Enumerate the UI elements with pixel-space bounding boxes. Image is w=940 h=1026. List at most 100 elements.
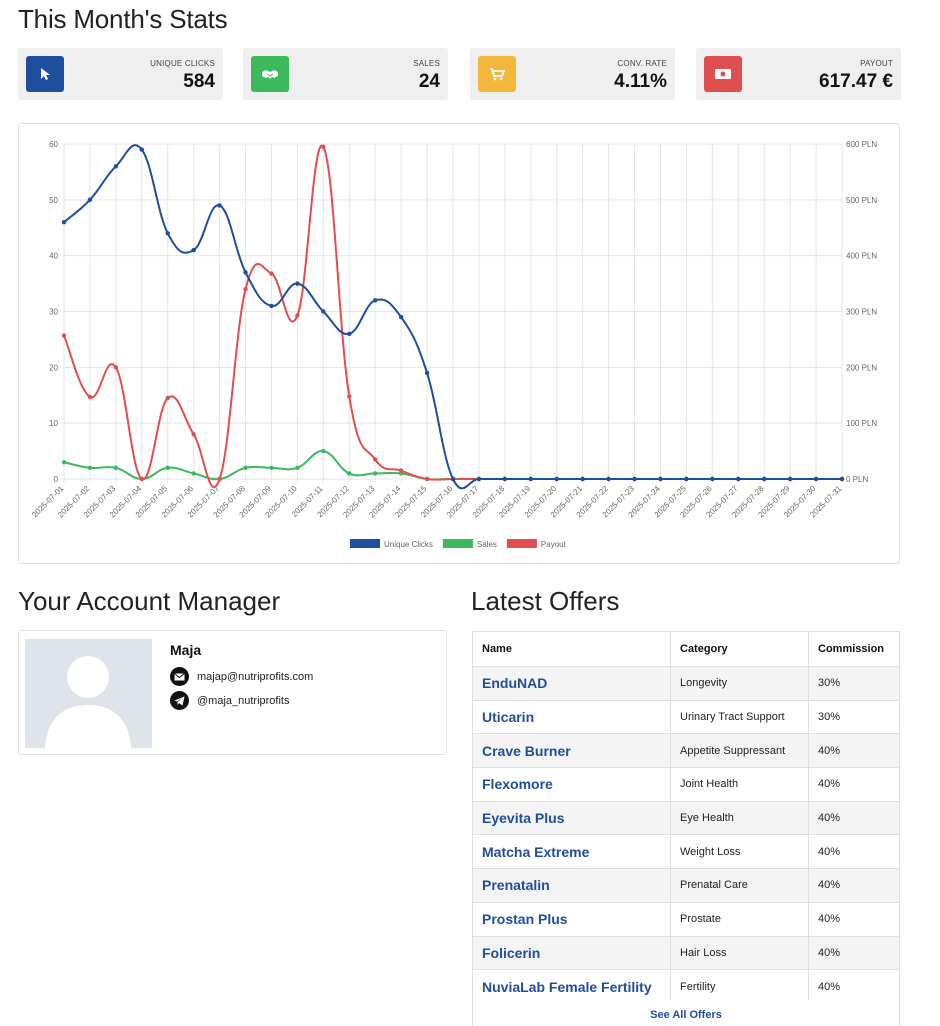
offer-name-link[interactable]: EnduNAD	[482, 675, 548, 692]
data-point-sales	[61, 460, 67, 465]
see-all-offers-link[interactable]: See All Offers	[650, 1009, 722, 1021]
table-row: Matcha Extreme Weight Loss 40%	[472, 834, 900, 870]
offer-commission: 40%	[808, 767, 900, 802]
y-right-tick-label: 0 PLN	[846, 475, 868, 484]
stat-conv-rate: CONV. RATE 4.11%	[470, 48, 675, 100]
manager-email[interactable]: majap@nutriprofits.com	[197, 670, 314, 683]
y-left-tick-label: 30	[49, 308, 58, 317]
manager-email-row[interactable]: majap@nutriprofits.com	[170, 667, 313, 686]
offer-category: Eye Health	[670, 800, 809, 836]
offer-category: Appetite Suppressant	[670, 733, 809, 769]
data-point-unique-clicks	[606, 476, 611, 482]
data-point-unique-clicks	[217, 203, 222, 208]
manager-telegram-row[interactable]: @maja_nutriprofits	[170, 691, 289, 710]
data-point-sales	[191, 471, 196, 476]
stat-payout: PAYOUT 617.47 €	[696, 48, 901, 100]
y-right-tick-label: 600 PLN	[846, 140, 877, 149]
manager-name: Maja	[170, 642, 202, 658]
offer-name-link[interactable]: Crave Burner	[482, 742, 571, 759]
data-point-payout	[87, 394, 93, 400]
data-point-payout	[269, 271, 274, 276]
offer-commission: 40%	[808, 868, 900, 903]
data-point-unique-clicks	[710, 476, 715, 482]
data-point-sales	[373, 471, 378, 476]
legend-label-sales: Sales	[477, 540, 497, 549]
data-point-unique-clicks	[398, 314, 404, 320]
y-left-tick-label: 20	[49, 363, 58, 372]
data-point-unique-clicks	[113, 164, 119, 169]
legend-label-unique-clicks: Unique Clicks	[384, 540, 433, 549]
table-row: Eyevita Plus Eye Health 40%	[472, 800, 900, 836]
data-point-unique-clicks	[87, 197, 93, 203]
offer-name-link[interactable]: Flexomore	[482, 776, 553, 793]
data-point-unique-clicks	[61, 219, 67, 225]
legend-swatch-sales	[442, 539, 473, 548]
y-right-tick-label: 300 PLN	[846, 308, 877, 317]
data-point-unique-clicks	[528, 476, 533, 482]
data-point-payout	[243, 286, 248, 292]
data-point-unique-clicks	[502, 476, 508, 482]
stat-label: CONV. RATE	[617, 59, 667, 68]
telegram-icon	[170, 691, 189, 710]
data-point-unique-clicks	[736, 476, 741, 482]
data-point-sales	[113, 465, 119, 471]
offer-category: Longevity	[670, 666, 809, 701]
stat-value: 4.11%	[614, 71, 667, 92]
data-point-sales	[347, 471, 352, 476]
stat-unique-clicks: UNIQUE CLICKS 584	[18, 48, 223, 100]
data-point-unique-clicks	[139, 147, 144, 152]
table-row: Crave Burner Appetite Suppressant 40%	[472, 733, 900, 769]
offer-category: Urinary Tract Support	[670, 699, 809, 735]
offer-commission: 40%	[808, 969, 900, 1004]
data-point-sales	[321, 448, 326, 454]
offer-name-link[interactable]: Prostan Plus	[482, 911, 568, 928]
table-row: Uticarin Urinary Tract Support 30%	[472, 699, 900, 735]
data-point-unique-clicks	[347, 331, 352, 337]
offer-category: Hair Loss	[670, 935, 809, 971]
stat-value: 617.47 €	[819, 71, 893, 92]
data-point-payout	[295, 313, 300, 318]
money-icon	[704, 56, 742, 92]
offer-category: Prostate	[670, 901, 809, 937]
offer-commission: 30%	[808, 666, 900, 701]
data-point-payout	[424, 476, 430, 482]
data-point-sales	[165, 465, 170, 471]
data-point-payout	[321, 144, 326, 149]
account-manager-card: Maja majap@nutriprofits.com @maja_nutrip…	[18, 630, 447, 755]
data-point-unique-clicks	[191, 247, 196, 253]
offer-name-link[interactable]: Uticarin	[482, 709, 535, 726]
y-right-tick-label: 400 PLN	[846, 252, 877, 261]
data-point-unique-clicks	[762, 476, 767, 482]
data-point-unique-clicks	[269, 303, 274, 309]
stats-chart-svg: 0 0 PLN 10 100 PLN 20 200 PLN 30 300 PLN 40 400 P…	[30, 140, 877, 549]
offer-category: Prenatal Care	[670, 868, 809, 903]
data-point-unique-clicks	[787, 476, 793, 482]
cart-icon	[478, 56, 516, 92]
data-point-payout	[347, 394, 352, 399]
data-point-unique-clicks	[450, 476, 456, 482]
y-right-tick-label: 100 PLN	[846, 419, 877, 428]
manager-telegram[interactable]: @maja_nutriprofits	[197, 694, 290, 707]
table-header-row: Name Category Commission	[472, 631, 900, 667]
data-point-unique-clicks	[165, 231, 170, 236]
data-point-payout	[113, 365, 119, 370]
see-all-offers-row: See All Offers	[472, 1000, 900, 1026]
stat-value: 24	[418, 71, 440, 92]
data-point-unique-clicks	[373, 298, 378, 303]
data-point-payout	[191, 432, 196, 437]
y-right-tick-label: 200 PLN	[846, 363, 877, 372]
data-point-sales	[295, 465, 300, 471]
offer-category: Joint Health	[670, 767, 809, 802]
y-right-tick-label: 500 PLN	[846, 196, 877, 205]
offer-name-link[interactable]: NuviaLab Female Fertility	[482, 978, 652, 995]
y-left-tick-label: 10	[49, 419, 58, 428]
offer-name-link[interactable]: Prenatalin	[482, 877, 550, 894]
data-point-payout	[398, 468, 404, 473]
handshake-icon	[251, 56, 289, 92]
data-point-unique-clicks	[295, 281, 300, 286]
data-point-unique-clicks	[554, 476, 559, 482]
offer-name-link[interactable]: Eyevita Plus	[482, 810, 565, 827]
legend-swatch-unique-clicks	[350, 539, 380, 548]
offer-name-link[interactable]: Folicerin	[482, 944, 541, 961]
offer-name-link[interactable]: Matcha Extreme	[482, 843, 590, 860]
